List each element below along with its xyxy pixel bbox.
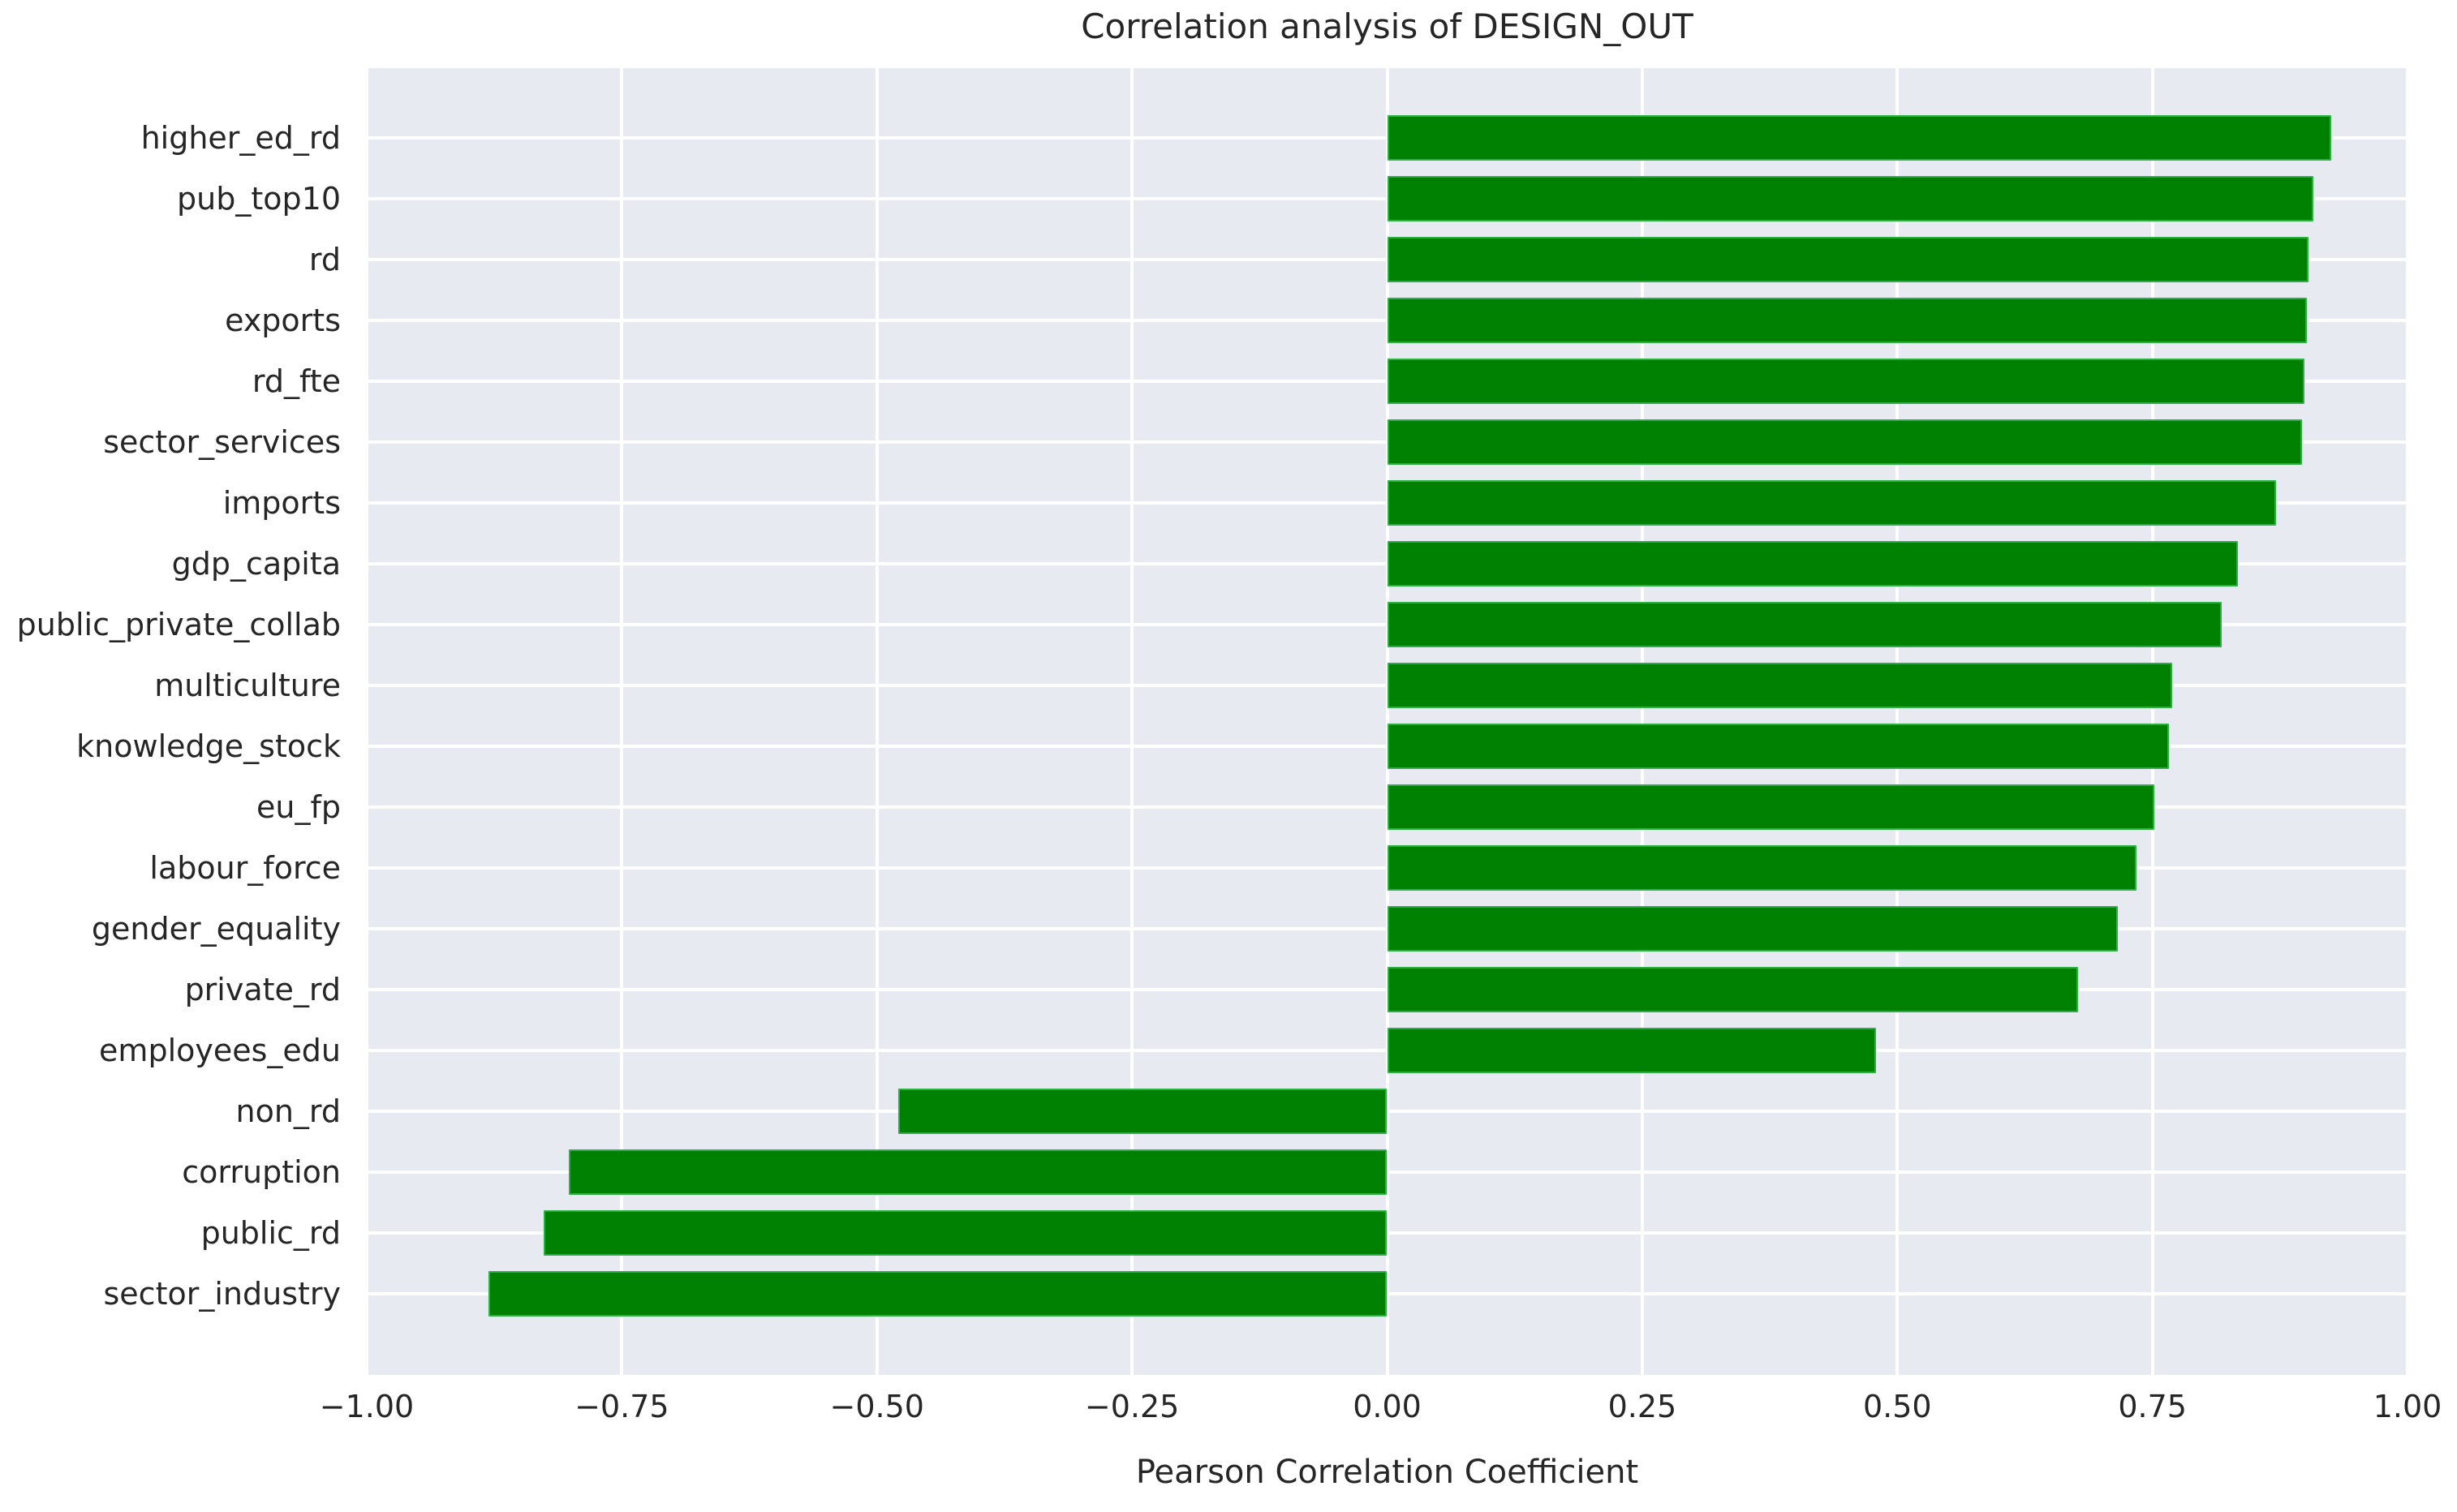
y-tick-label-corruption: corruption — [182, 1154, 341, 1190]
y-tick-label-multiculture: multiculture — [154, 668, 341, 703]
chart-title: Correlation analysis of DESIGN_OUT — [1081, 6, 1693, 46]
y-tick-label-gdp_capita: gdp_capita — [171, 546, 341, 582]
bar-employees_edu — [1387, 1028, 1876, 1073]
bar-corruption — [568, 1149, 1388, 1195]
bar-gdp_capita — [1387, 541, 2239, 586]
gridline-vertical-−1.00 — [365, 68, 368, 1375]
y-tick-label-pub_top10: pub_top10 — [177, 181, 341, 217]
y-tick-label-employees_edu: employees_edu — [99, 1033, 341, 1068]
bar-knowledge_stock — [1387, 724, 2169, 769]
y-tick-label-rd_fte: rd_fte — [252, 363, 341, 399]
y-tick-label-non_rd: non_rd — [235, 1093, 342, 1129]
gridline-vertical-−0.25 — [1130, 68, 1134, 1375]
gridline-horizontal-corruption — [367, 1171, 2408, 1174]
gridline-horizontal-public_rd — [367, 1231, 2408, 1235]
gridline-vertical-−0.50 — [875, 68, 879, 1375]
x-tick-label-−1.00: −1.00 — [319, 1389, 415, 1424]
bar-multiculture — [1387, 663, 2172, 708]
y-tick-label-public_private_collab: public_private_collab — [16, 607, 341, 642]
bar-labour_force — [1387, 845, 2136, 891]
y-tick-label-sector_industry: sector_industry — [103, 1276, 342, 1312]
y-tick-label-sector_services: sector_services — [103, 424, 341, 460]
gridline-vertical-0.00 — [1385, 68, 1389, 1375]
bar-eu_fp — [1387, 784, 2155, 830]
bar-exports — [1387, 298, 2307, 343]
bar-higher_ed_rd — [1387, 115, 2331, 161]
x-tick-label-0.25: 0.25 — [1607, 1389, 1677, 1424]
y-tick-label-public_rd: public_rd — [200, 1215, 341, 1251]
y-tick-label-higher_ed_rd: higher_ed_rd — [140, 120, 341, 156]
x-tick-label-−0.25: −0.25 — [1084, 1389, 1180, 1424]
y-tick-label-gender_equality: gender_equality — [91, 911, 341, 947]
x-tick-label-0.00: 0.00 — [1353, 1389, 1422, 1424]
bar-sector_industry — [488, 1271, 1388, 1317]
gridline-vertical-0.50 — [1895, 68, 1900, 1375]
bar-gender_equality — [1387, 906, 2118, 951]
x-tick-label-1.00: 1.00 — [2373, 1389, 2442, 1424]
bar-non_rd — [898, 1089, 1388, 1134]
x-tick-label-−0.50: −0.50 — [829, 1389, 924, 1424]
y-tick-label-knowledge_stock: knowledge_stock — [76, 728, 341, 764]
bar-pub_top10 — [1387, 176, 2314, 221]
gridline-vertical-−0.75 — [620, 68, 624, 1375]
bar-private_rd — [1387, 967, 2078, 1012]
y-tick-label-eu_fp: eu_fp — [256, 789, 341, 825]
y-tick-label-rd: rd — [308, 242, 341, 277]
x-tick-label-0.75: 0.75 — [2118, 1389, 2187, 1424]
bar-rd_fte — [1387, 359, 2304, 404]
plot-area — [365, 68, 2409, 1375]
gridline-vertical-0.75 — [2150, 68, 2154, 1375]
gridline-horizontal-sector_industry — [367, 1292, 2408, 1295]
bar-public_private_collab — [1387, 602, 2222, 647]
x-axis-label: Pearson Correlation Coefficient — [1135, 1454, 1639, 1491]
gridline-vertical-1.00 — [2406, 68, 2409, 1375]
y-tick-label-private_rd: private_rd — [184, 972, 341, 1007]
gridline-vertical-0.25 — [1640, 68, 1644, 1375]
bar-sector_services — [1387, 419, 2303, 465]
bar-public_rd — [543, 1210, 1388, 1256]
x-tick-label-0.50: 0.50 — [1862, 1389, 1932, 1424]
gridline-horizontal-non_rd — [367, 1110, 2408, 1113]
y-tick-label-imports: imports — [222, 485, 341, 521]
bar-imports — [1387, 480, 2276, 526]
y-tick-label-exports: exports — [225, 303, 341, 338]
bar-rd — [1387, 237, 2309, 282]
y-tick-label-labour_force: labour_force — [149, 850, 341, 886]
x-tick-label-−0.75: −0.75 — [574, 1389, 669, 1424]
